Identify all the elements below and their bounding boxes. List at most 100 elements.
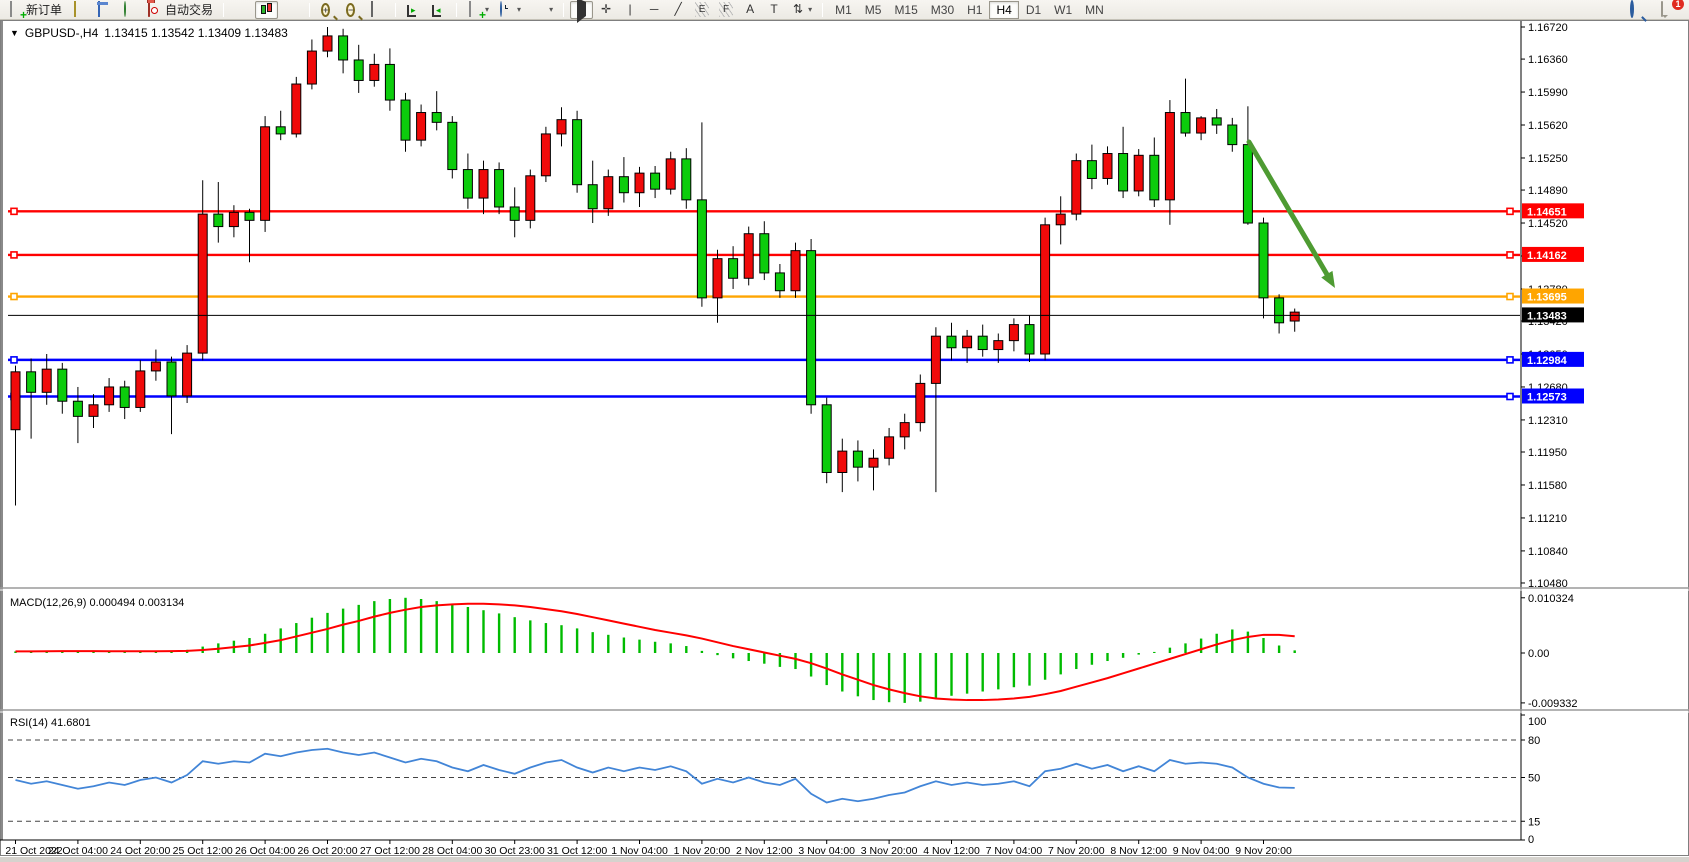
new-order-icon xyxy=(10,1,12,17)
candle-bearish xyxy=(400,99,411,141)
candle-bearish xyxy=(509,206,520,221)
timeframe-button-m15[interactable]: M15 xyxy=(894,2,918,17)
rsi-tick-label: 50 xyxy=(1528,773,1540,785)
macd-tick-label: -0.009332 xyxy=(1528,698,1578,710)
timeframe-button-h4[interactable]: H4 xyxy=(989,0,1019,19)
price-badge xyxy=(1522,351,1584,367)
candle-bearish xyxy=(447,121,458,171)
price-tick-label: 1.16720 xyxy=(1528,22,1568,34)
periods-button[interactable]: ▾ xyxy=(495,1,525,19)
candle-bearish xyxy=(353,59,364,81)
tile-windows-button[interactable] xyxy=(366,1,389,19)
time-tick-label: 26 Oct 20:00 xyxy=(297,845,357,857)
candle-bearish xyxy=(1274,297,1285,324)
indicators-button[interactable]: ▾ xyxy=(463,1,493,19)
candle-bullish xyxy=(41,368,52,393)
trendline-tool-button[interactable]: ╱ xyxy=(667,1,689,19)
timeframe-button-m1[interactable]: M1 xyxy=(835,2,852,17)
candle-bullish xyxy=(603,176,614,210)
search-button[interactable] xyxy=(1625,0,1648,19)
timeframe-button-w1[interactable]: W1 xyxy=(1054,2,1073,17)
signals-button[interactable] xyxy=(118,1,141,19)
line-anchor-handle[interactable] xyxy=(10,292,18,301)
line-anchor-handle[interactable] xyxy=(1506,392,1514,401)
zoom-out-button[interactable]: − xyxy=(341,1,364,19)
line-anchor-handle[interactable] xyxy=(1506,207,1514,216)
bar-chart-button[interactable] xyxy=(230,1,253,19)
fibonacci-tool-button[interactable]: F xyxy=(715,1,737,19)
notifications-button[interactable]: 1 xyxy=(1656,0,1684,19)
collapse-triangle-icon[interactable]: ▼ xyxy=(10,28,19,38)
eraser-button[interactable] xyxy=(68,1,91,19)
channel-tool-button[interactable]: E xyxy=(691,1,713,19)
zoom-in-button[interactable]: + xyxy=(316,1,339,19)
candle-bearish xyxy=(494,169,505,208)
new-order-button[interactable]: 新订单 xyxy=(4,1,66,19)
candlestick-chart-button[interactable] xyxy=(255,0,279,19)
candle-bearish xyxy=(681,158,692,201)
line-anchor-handle[interactable] xyxy=(1506,292,1514,301)
label-tool-button[interactable]: T xyxy=(763,1,785,19)
line-chart-button[interactable] xyxy=(280,1,303,19)
separator xyxy=(456,2,458,17)
candle-bearish xyxy=(213,213,224,228)
price-tick-label: 1.11950 xyxy=(1528,447,1567,459)
vertical-line-tool-button[interactable]: | xyxy=(619,1,641,19)
candle-bullish xyxy=(260,126,271,221)
candle-bullish xyxy=(1040,224,1051,355)
candle-bearish xyxy=(119,386,130,408)
line-anchor-handle[interactable] xyxy=(10,251,18,259)
price-tick-label: 1.10480 xyxy=(1528,578,1568,590)
crosshair-tool-button[interactable]: ✛ xyxy=(595,1,617,19)
timeframe-button-m30[interactable]: M30 xyxy=(930,2,955,17)
horizontal-line-tool-button[interactable]: ─ xyxy=(643,1,665,19)
crosshair-icon: ✛ xyxy=(601,2,612,16)
chart-shift-button[interactable]: ◂ xyxy=(427,1,450,19)
candle-bullish xyxy=(1289,311,1300,322)
line-anchor-handle[interactable] xyxy=(10,207,18,216)
time-tick-label: 1 Nov 20:00 xyxy=(674,845,731,857)
price-tick-label: 1.10840 xyxy=(1528,546,1568,558)
autotrade-button[interactable]: 自动交易 xyxy=(143,1,217,19)
chevron-down-icon: ▾ xyxy=(485,5,490,14)
cursor-tool-button[interactable] xyxy=(570,0,594,23)
candle-bearish xyxy=(1211,117,1222,126)
line-anchor-handle[interactable] xyxy=(1506,251,1514,259)
text-tool-button[interactable]: A xyxy=(739,1,761,19)
timeframe-button-h1[interactable]: H1 xyxy=(967,2,983,17)
candle-bearish xyxy=(1118,153,1129,192)
candle-bullish xyxy=(150,361,161,372)
price-tick-label: 1.15250 xyxy=(1528,153,1568,165)
zoom-out-icon: − xyxy=(346,3,356,17)
candle-bullish xyxy=(1055,213,1066,226)
arrows-tool-button[interactable]: ⇅ ▾ xyxy=(787,1,816,19)
market-watch-icon xyxy=(98,1,101,17)
fibonacci-icon: F xyxy=(719,2,734,17)
search-icon xyxy=(1630,0,1634,18)
chart-window xyxy=(0,20,1689,856)
candle-bearish xyxy=(1149,154,1160,201)
candle-bearish xyxy=(166,361,177,397)
rsi-tick-label: 0 xyxy=(1528,834,1534,846)
templates-button[interactable]: ▾ xyxy=(527,1,557,19)
candle-bearish xyxy=(806,250,817,406)
candle-bearish xyxy=(1258,222,1269,299)
timeframe-button-mn[interactable]: MN xyxy=(1085,2,1104,17)
candle-bullish xyxy=(634,172,645,194)
timeframe-button-d1[interactable]: D1 xyxy=(1025,2,1042,17)
line-anchor-handle[interactable] xyxy=(1506,356,1514,364)
candle-bullish xyxy=(712,258,723,299)
chevron-down-icon: ▾ xyxy=(517,5,522,14)
time-tick-label: 2 Nov 12:00 xyxy=(736,845,793,857)
timeframe-button-m5[interactable]: M5 xyxy=(864,2,882,17)
line-anchor-handle[interactable] xyxy=(10,356,18,364)
candle-bullish xyxy=(88,404,99,417)
price-badge xyxy=(1522,288,1584,304)
market-watch-button[interactable] xyxy=(93,1,116,19)
auto-scroll-button[interactable]: ▸ xyxy=(402,1,425,19)
candle-bullish xyxy=(962,335,973,349)
time-tick-label: 9 Nov 20:00 xyxy=(1235,845,1292,857)
trend-arrow[interactable] xyxy=(1246,139,1330,277)
time-tick-label: 8 Nov 12:00 xyxy=(1110,845,1167,857)
